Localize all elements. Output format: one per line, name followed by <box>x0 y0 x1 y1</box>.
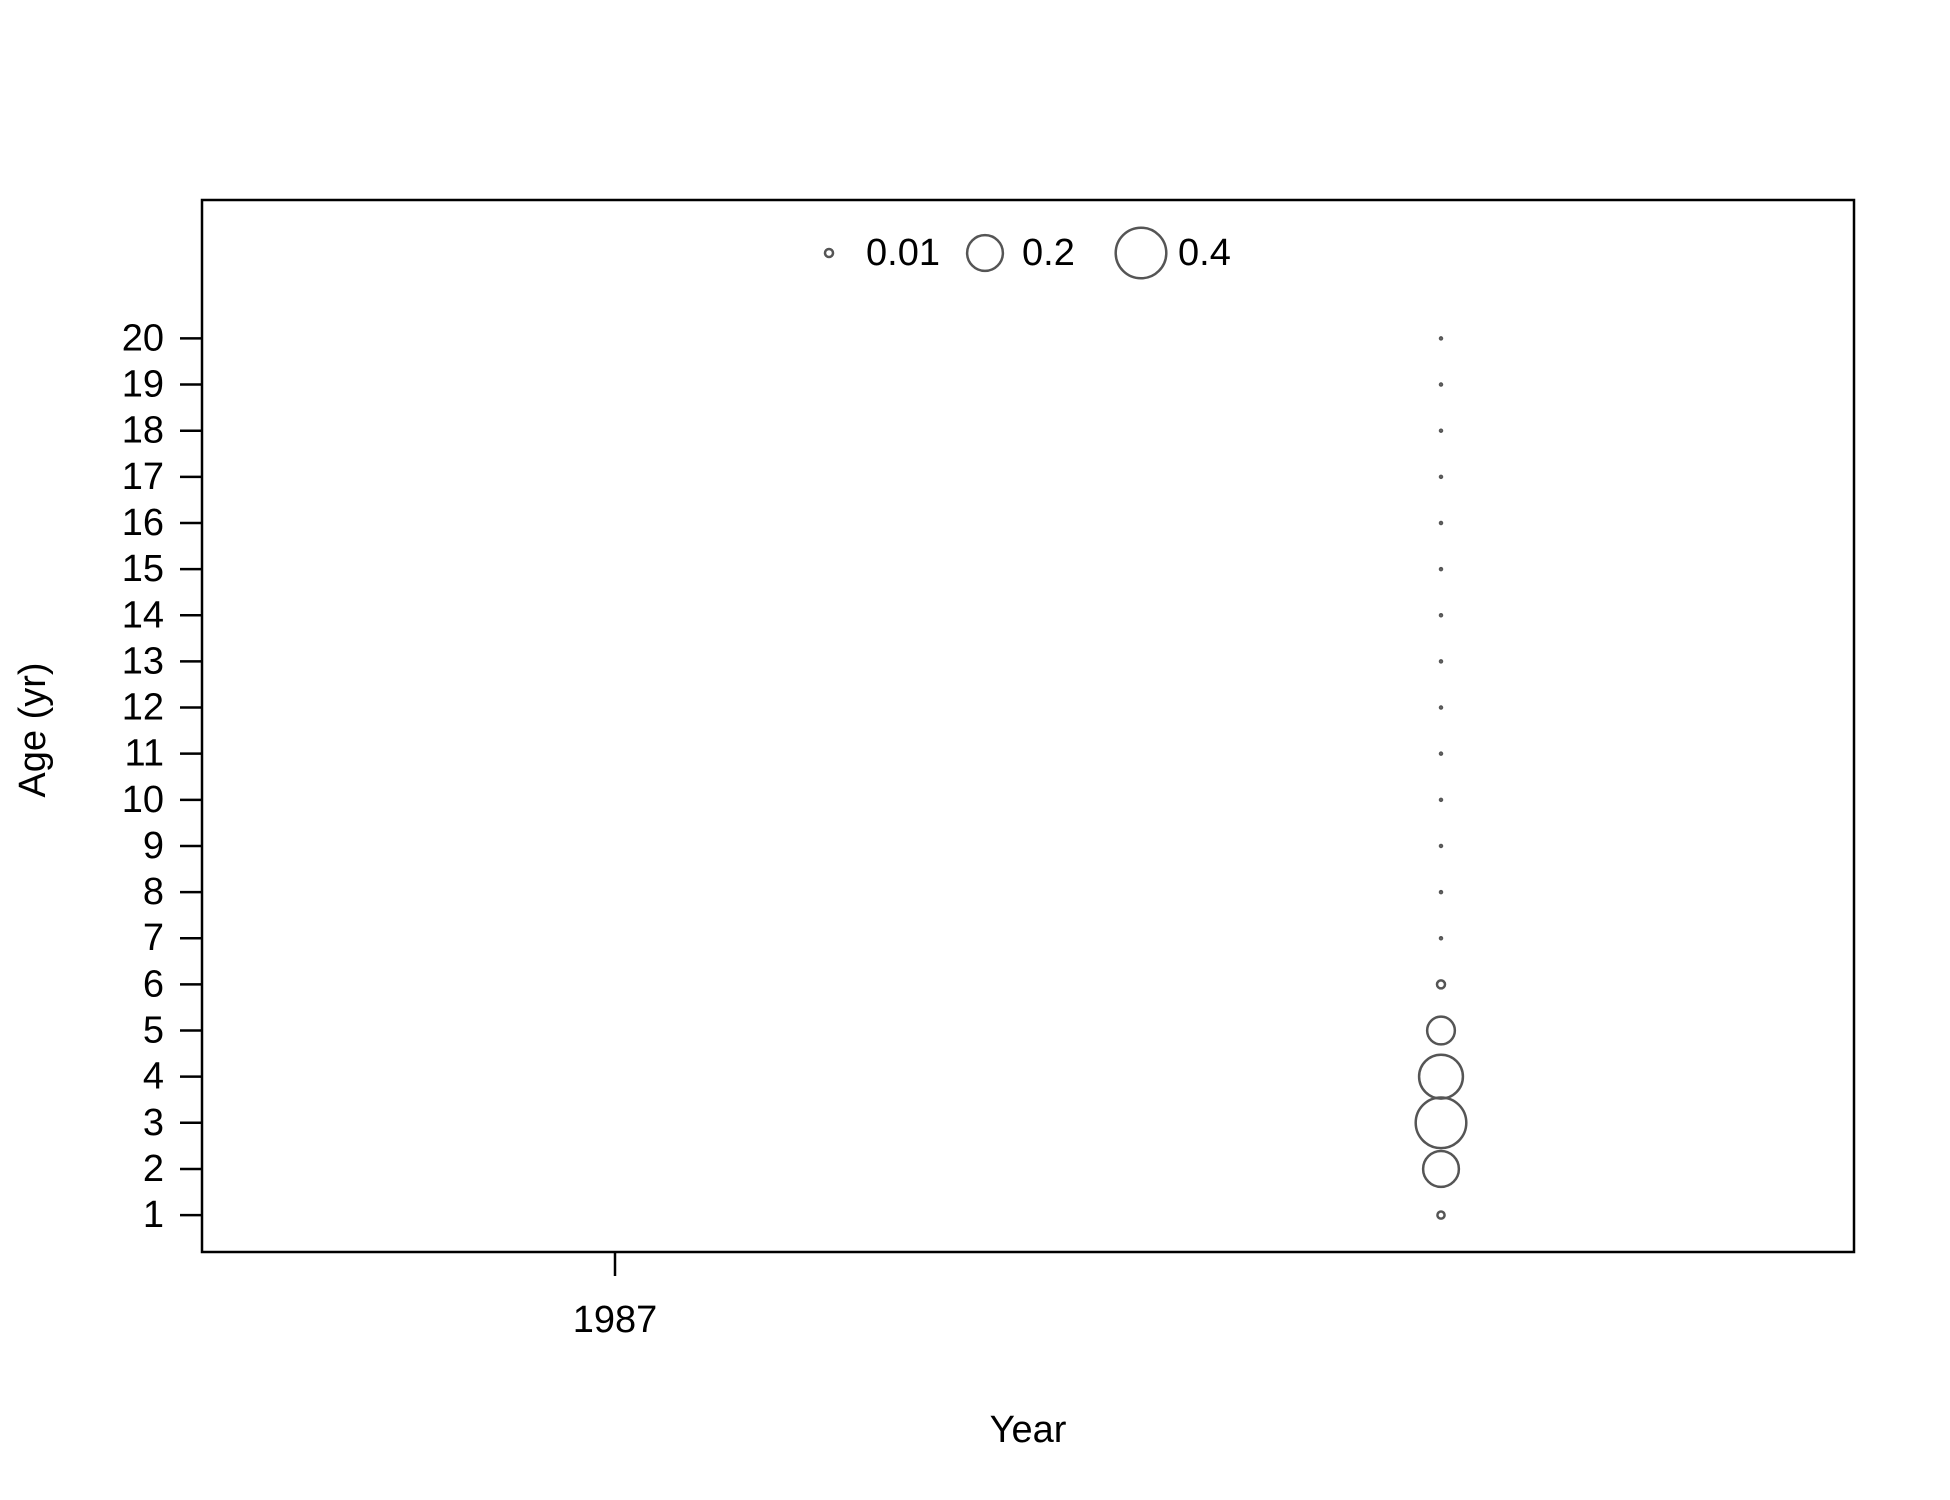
legend-bubble <box>1114 226 1168 280</box>
y-tick-label: 15 <box>122 548 164 590</box>
y-tick-label: 8 <box>143 871 164 913</box>
y-tick-label: 7 <box>143 917 164 959</box>
y-tick-label: 3 <box>143 1102 164 1144</box>
y-tick-label: 12 <box>122 687 164 729</box>
bubble-series <box>1414 336 1468 1220</box>
legend-label: 0.01 <box>866 232 940 274</box>
bubble-age-18 <box>1438 428 1444 433</box>
legend-bubble <box>965 233 1005 273</box>
y-tick-label: 1 <box>143 1194 164 1236</box>
bubble-age-5 <box>1425 1015 1457 1046</box>
y-tick-label: 14 <box>122 594 164 636</box>
y-tick-label: 17 <box>122 456 164 498</box>
y-tick-label: 16 <box>122 502 164 544</box>
y-tick-label: 9 <box>143 825 164 867</box>
x-tick-label: 1987 <box>573 1299 658 1341</box>
bubble-age-3 <box>1414 1096 1468 1150</box>
legend: 0.01 0.2 0.4 <box>823 226 1231 280</box>
bubble-age-17 <box>1438 474 1444 480</box>
bubble-age-16 <box>1438 520 1444 526</box>
bubble-age-19 <box>1438 382 1444 387</box>
bubble-age-15 <box>1438 566 1444 572</box>
bubble-age-12 <box>1438 705 1444 710</box>
x-axis: 1987 <box>573 1252 658 1341</box>
bubble-age-11 <box>1438 751 1444 756</box>
y-tick-label: 5 <box>143 1010 164 1052</box>
y-tick-label: 11 <box>125 733 164 775</box>
y-tick-label: 10 <box>122 779 164 821</box>
x-axis-label: Year <box>990 1409 1067 1451</box>
y-tick-label: 18 <box>122 410 164 452</box>
legend-label: 0.4 <box>1178 232 1231 274</box>
y-tick-label: 2 <box>143 1148 164 1190</box>
y-tick-label: 19 <box>122 364 164 406</box>
bubble-age-2 <box>1421 1149 1461 1189</box>
bubble-age-20 <box>1438 336 1444 341</box>
bubble-age-9 <box>1438 843 1444 849</box>
bubble-age-7 <box>1438 935 1444 941</box>
bubble-age-1 <box>1436 1210 1446 1220</box>
y-tick-label: 20 <box>122 317 164 359</box>
y-tick-label: 13 <box>122 640 164 682</box>
y-tick-label: 4 <box>143 1056 164 1098</box>
bubble-age-14 <box>1438 613 1444 618</box>
bubble-age-6 <box>1435 979 1447 990</box>
bubble-age-13 <box>1438 659 1444 664</box>
plot-frame <box>200 198 1856 1254</box>
legend-bubble <box>823 247 835 259</box>
bubble-age-10 <box>1438 797 1444 803</box>
y-tick-label: 6 <box>143 963 164 1005</box>
legend-label: 0.2 <box>1022 232 1075 274</box>
y-axis-label: Age (yr) <box>12 662 54 797</box>
bubble-age-8 <box>1438 889 1444 895</box>
bubble-age-4 <box>1417 1053 1465 1100</box>
